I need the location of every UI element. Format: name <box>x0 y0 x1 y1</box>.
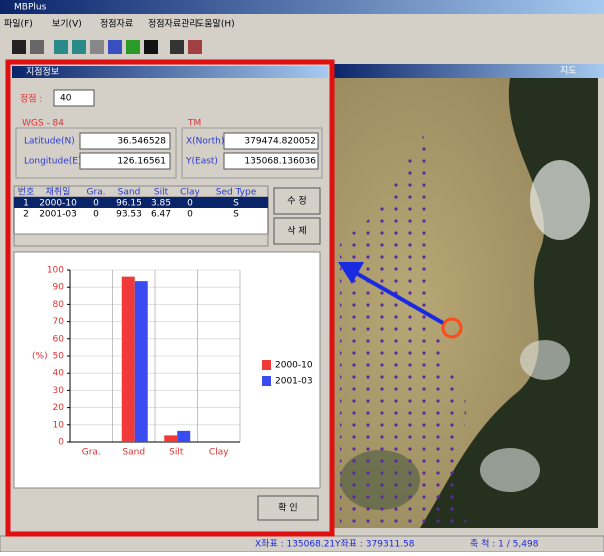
table-header-cell: Silt <box>154 188 169 198</box>
tool-button[interactable] <box>30 40 44 54</box>
cloud <box>520 340 570 380</box>
table-header-cell: 채취일 <box>46 187 71 198</box>
y-tick-label: 30 <box>53 386 65 396</box>
legend-swatch <box>262 360 271 370</box>
bar <box>177 431 190 442</box>
wgs-title: WGS - 84 <box>22 119 64 129</box>
map-window: 지도 <box>332 64 604 528</box>
delete-button-text: 삭 제 <box>287 226 306 237</box>
table-header-cell: 번호 <box>18 187 35 198</box>
y-tick-label: 100 <box>47 266 64 276</box>
title-bar <box>0 0 604 14</box>
lat-label: Latitude(N) <box>24 137 75 147</box>
menu-item[interactable]: 보기(V) <box>52 19 82 30</box>
y-tick-label: 80 <box>53 300 65 310</box>
x-tick-label: Gra. <box>82 448 101 458</box>
edit-button-text: 수 정 <box>287 196 306 207</box>
tool-button[interactable] <box>170 40 184 54</box>
tool-button[interactable] <box>144 40 158 54</box>
lat-value: 36.546528 <box>117 137 166 147</box>
ok-button-text: 확 인 <box>278 502 297 514</box>
x-tick-label: Clay <box>209 448 229 458</box>
y-tick-label: 90 <box>53 283 65 293</box>
status-scale: 축 척 : 1 / 5,498 <box>470 539 539 550</box>
table-cell: 2001-03 <box>39 210 77 220</box>
table-cell: 2000-10 <box>39 199 77 209</box>
menu-item[interactable]: 파일(F) <box>4 19 33 30</box>
tool-button[interactable] <box>108 40 122 54</box>
table-cell: 93.53 <box>116 210 142 220</box>
table-cell: 0 <box>93 210 99 220</box>
menu-item[interactable]: 정점자료 <box>100 18 133 30</box>
table-cell: 3.85 <box>151 199 171 209</box>
tool-button[interactable] <box>72 40 86 54</box>
table-header-cell: Sed Type <box>216 188 257 198</box>
y-tick-label: 70 <box>53 317 65 327</box>
ye-label: Y(East) <box>185 157 218 167</box>
tm-title: TM <box>187 119 201 129</box>
tool-button[interactable] <box>126 40 140 54</box>
y-tick-label: 10 <box>53 420 65 430</box>
dialog-title-bar <box>12 66 328 78</box>
lon-label: Longitude(E) <box>24 157 81 167</box>
xn-value: 379474.820052 <box>244 137 316 147</box>
menu-item[interactable]: 정점자료관리 <box>148 18 198 30</box>
y-axis-label: (%) <box>32 352 48 362</box>
scrollbar[interactable] <box>14 234 268 246</box>
legend-label: 2000-10 <box>275 361 313 371</box>
table-cell: S <box>233 210 239 220</box>
y-tick-label: 50 <box>53 352 65 362</box>
toolbar <box>0 34 604 60</box>
table-header-cell: Gra. <box>86 188 105 198</box>
table-cell: 0 <box>187 210 193 220</box>
station-label: 정점 : <box>20 93 42 105</box>
window-title: MBPlus <box>14 3 47 13</box>
y-tick-label: 60 <box>53 334 65 344</box>
station-value: 40 <box>60 94 72 104</box>
x-tick-label: Silt <box>169 448 184 458</box>
xn-label: X(North) <box>186 137 224 147</box>
legend-label: 2001-03 <box>275 377 313 387</box>
cloud <box>480 448 540 492</box>
ye-value: 135068.136036 <box>244 157 316 167</box>
table-cell: 1 <box>23 199 29 209</box>
table-cell: 2 <box>23 210 29 220</box>
table-cell: S <box>233 199 239 209</box>
screen: MBPlus 파일(F) 보기(V) 정점자료 정점자료관리도움말(H) 지도 X좌표… <box>0 0 604 552</box>
page: MBPlus 파일(F) 보기(V) 정점자료 정점자료관리도움말(H) 지도 X좌표… <box>0 0 604 556</box>
menu-item[interactable]: 도움말(H) <box>196 18 235 30</box>
bar <box>164 435 177 442</box>
table-cell: 0 <box>187 199 193 209</box>
tool-button[interactable] <box>90 40 104 54</box>
table-header-cell: Sand <box>118 188 141 198</box>
y-tick-label: 20 <box>53 403 65 413</box>
x-tick-label: Sand <box>122 448 145 458</box>
status-x: X좌표 : 135068.21 <box>255 539 335 550</box>
table-cell: 0 <box>93 199 99 209</box>
table-header-cell: Clay <box>180 188 200 198</box>
status-y: Y좌표 : 379311.58 <box>334 539 415 550</box>
tool-button[interactable] <box>54 40 68 54</box>
dialog: 지점정보 정점 : 40 WGS - 84 Latitude(N) 36.546… <box>8 62 332 534</box>
lon-value: 126.16561 <box>117 157 166 167</box>
cloud <box>530 160 590 240</box>
dialog-title: 지점정보 <box>26 66 59 78</box>
table-cell: 96.15 <box>116 199 142 209</box>
bar <box>135 281 148 442</box>
y-tick-label: 0 <box>58 438 64 448</box>
map-title: 지도 <box>560 66 577 77</box>
tool-button[interactable] <box>188 40 202 54</box>
legend-swatch <box>262 376 271 386</box>
table-cell: 6.47 <box>151 210 171 220</box>
y-tick-label: 40 <box>53 369 65 379</box>
tool-button[interactable] <box>12 40 26 54</box>
bar <box>122 277 135 442</box>
